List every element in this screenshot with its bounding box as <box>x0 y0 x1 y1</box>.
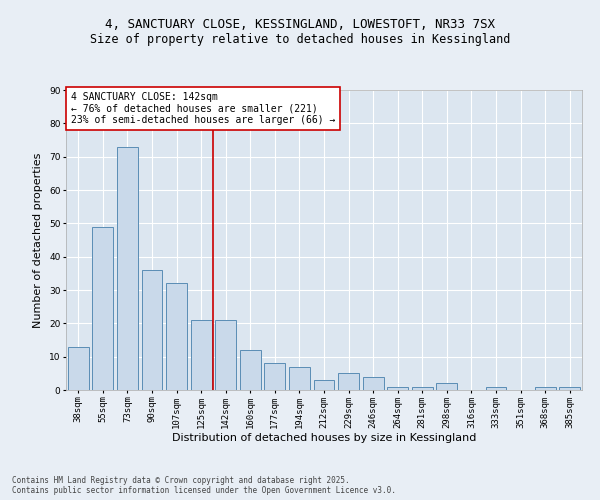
Bar <box>338 374 359 390</box>
Bar <box>265 364 286 390</box>
Bar <box>535 386 556 390</box>
Bar <box>387 386 408 390</box>
Bar <box>68 346 89 390</box>
Bar <box>166 284 187 390</box>
Bar <box>215 320 236 390</box>
Bar <box>117 146 138 390</box>
Bar <box>559 386 580 390</box>
X-axis label: Distribution of detached houses by size in Kessingland: Distribution of detached houses by size … <box>172 434 476 444</box>
Bar <box>240 350 261 390</box>
Bar <box>92 226 113 390</box>
Bar <box>412 386 433 390</box>
Bar <box>289 366 310 390</box>
Bar <box>142 270 163 390</box>
Bar <box>191 320 212 390</box>
Text: 4, SANCTUARY CLOSE, KESSINGLAND, LOWESTOFT, NR33 7SX: 4, SANCTUARY CLOSE, KESSINGLAND, LOWESTO… <box>105 18 495 30</box>
Text: Contains HM Land Registry data © Crown copyright and database right 2025.
Contai: Contains HM Land Registry data © Crown c… <box>12 476 396 495</box>
Bar <box>436 384 457 390</box>
Text: 4 SANCTUARY CLOSE: 142sqm
← 76% of detached houses are smaller (221)
23% of semi: 4 SANCTUARY CLOSE: 142sqm ← 76% of detac… <box>71 92 335 124</box>
Bar <box>314 380 334 390</box>
Bar <box>362 376 383 390</box>
Bar <box>485 386 506 390</box>
Text: Size of property relative to detached houses in Kessingland: Size of property relative to detached ho… <box>90 32 510 46</box>
Y-axis label: Number of detached properties: Number of detached properties <box>34 152 43 328</box>
